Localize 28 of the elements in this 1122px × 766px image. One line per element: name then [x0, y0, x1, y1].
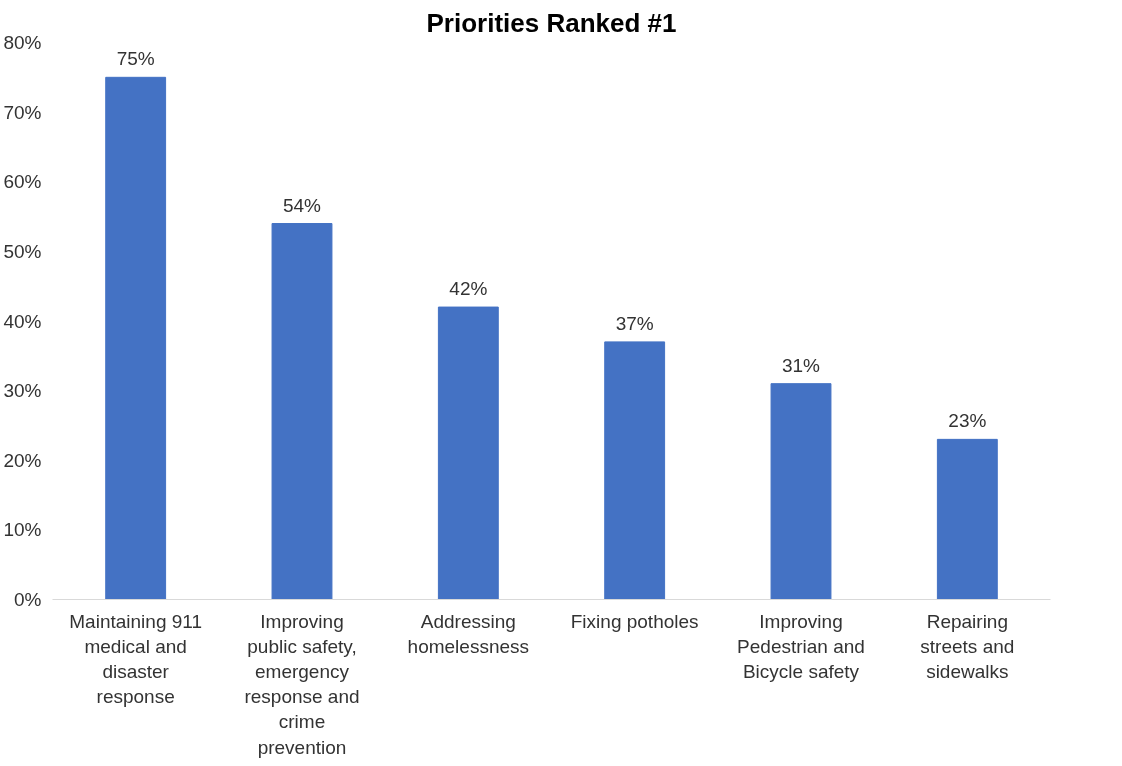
y-tick-label: 70%	[3, 101, 42, 123]
y-tick-label: 80%	[3, 32, 42, 53]
data-label: 75%	[116, 48, 155, 70]
bar	[105, 76, 167, 600]
chart-title: Priorities Ranked #1	[426, 7, 677, 38]
x-tick-label: Improving Pedestrian and Bicycle safety	[737, 610, 865, 682]
y-tick-label: 10%	[3, 519, 42, 541]
y-tick-label: 0%	[14, 589, 42, 610]
data-label: 23%	[948, 410, 987, 432]
y-tick-label: 40%	[3, 310, 42, 332]
data-label: 37%	[615, 312, 654, 334]
x-tick-label: Improving public safety, emergency response and crime prevention	[244, 610, 360, 758]
x-tick-label: Fixing potholes	[570, 610, 699, 632]
bar	[936, 438, 998, 600]
y-tick-label: 60%	[3, 171, 42, 193]
data-label: 54%	[282, 194, 322, 216]
y-tick-label: 20%	[3, 449, 42, 471]
y-tick-label: 30%	[3, 380, 42, 402]
y-tick-label: 50%	[3, 240, 42, 262]
bar	[437, 306, 499, 600]
data-label: 31%	[781, 354, 821, 376]
data-label: 42%	[449, 278, 488, 300]
x-tick-label: Maintaining 911 medical and disaster response	[69, 610, 203, 708]
bar	[271, 223, 333, 600]
bar	[604, 341, 666, 600]
bar	[770, 383, 832, 600]
x-tick-label: Addressing homelessness	[407, 610, 530, 657]
x-tick-label: Repairing streets and sidewalks	[920, 610, 1015, 682]
